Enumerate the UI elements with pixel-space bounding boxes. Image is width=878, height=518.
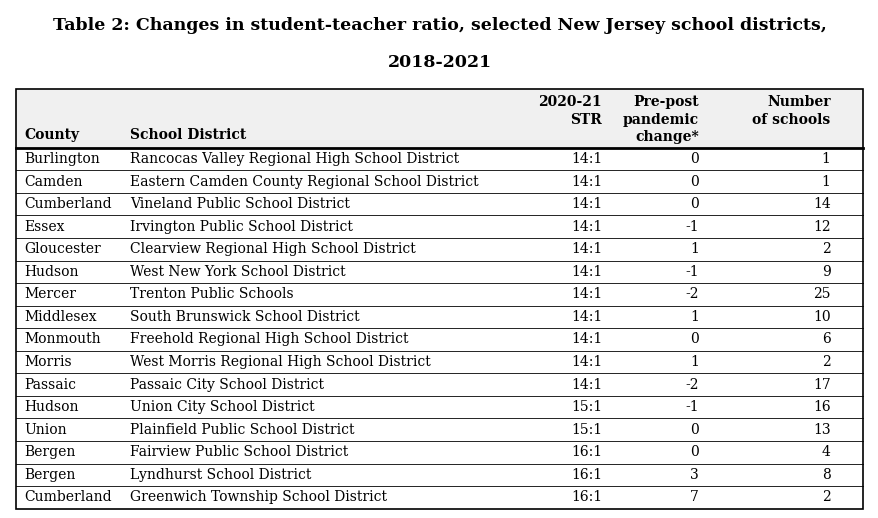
Text: 2: 2 bbox=[821, 355, 830, 369]
Text: 8: 8 bbox=[821, 468, 830, 482]
Text: 0: 0 bbox=[689, 197, 698, 211]
Text: 4: 4 bbox=[821, 445, 830, 459]
Text: 9: 9 bbox=[821, 265, 830, 279]
Text: Hudson: Hudson bbox=[25, 265, 79, 279]
Text: 14:1: 14:1 bbox=[570, 378, 601, 392]
Text: 2: 2 bbox=[821, 242, 830, 256]
Text: 12: 12 bbox=[812, 220, 830, 234]
Text: County: County bbox=[25, 127, 80, 141]
Text: 14:1: 14:1 bbox=[570, 152, 601, 166]
Text: 14:1: 14:1 bbox=[570, 287, 601, 301]
Text: West Morris Regional High School District: West Morris Regional High School Distric… bbox=[130, 355, 430, 369]
Text: 14:1: 14:1 bbox=[570, 220, 601, 234]
Text: 2018-2021: 2018-2021 bbox=[387, 54, 491, 71]
Text: 0: 0 bbox=[689, 445, 698, 459]
Text: Bergen: Bergen bbox=[25, 445, 76, 459]
Text: 16:1: 16:1 bbox=[571, 468, 601, 482]
Text: Middlesex: Middlesex bbox=[25, 310, 97, 324]
Text: 25: 25 bbox=[812, 287, 830, 301]
Text: 10: 10 bbox=[812, 310, 830, 324]
Text: 13: 13 bbox=[812, 423, 830, 437]
Text: School District: School District bbox=[130, 127, 246, 141]
Text: 16:1: 16:1 bbox=[571, 491, 601, 505]
Text: Union City School District: Union City School District bbox=[130, 400, 314, 414]
Text: Union: Union bbox=[25, 423, 67, 437]
Text: Rancocas Valley Regional High School District: Rancocas Valley Regional High School Dis… bbox=[130, 152, 458, 166]
Text: -2: -2 bbox=[685, 378, 698, 392]
Text: Cumberland: Cumberland bbox=[25, 491, 112, 505]
Text: 3: 3 bbox=[689, 468, 698, 482]
Text: Table 2: Changes in student-teacher ratio, selected New Jersey school districts,: Table 2: Changes in student-teacher rati… bbox=[53, 17, 825, 34]
Text: Vineland Public School District: Vineland Public School District bbox=[130, 197, 349, 211]
Text: Morris: Morris bbox=[25, 355, 72, 369]
Text: 15:1: 15:1 bbox=[571, 400, 601, 414]
Text: Number
of schools: Number of schools bbox=[752, 95, 830, 126]
Text: Fairview Public School District: Fairview Public School District bbox=[130, 445, 348, 459]
Text: Essex: Essex bbox=[25, 220, 65, 234]
Text: 16: 16 bbox=[812, 400, 830, 414]
Text: Clearview Regional High School District: Clearview Regional High School District bbox=[130, 242, 415, 256]
Text: 15:1: 15:1 bbox=[571, 423, 601, 437]
Text: Cumberland: Cumberland bbox=[25, 197, 112, 211]
Bar bbox=[16, 89, 862, 148]
Text: Greenwich Township School District: Greenwich Township School District bbox=[130, 491, 386, 505]
Text: -1: -1 bbox=[684, 400, 698, 414]
Text: 14:1: 14:1 bbox=[570, 242, 601, 256]
Text: 0: 0 bbox=[689, 152, 698, 166]
Text: Pre-post
pandemic
change*: Pre-post pandemic change* bbox=[622, 95, 698, 144]
Text: West New York School District: West New York School District bbox=[130, 265, 345, 279]
Text: 2: 2 bbox=[821, 491, 830, 505]
Text: Burlington: Burlington bbox=[25, 152, 100, 166]
Text: Passaic City School District: Passaic City School District bbox=[130, 378, 324, 392]
Text: 1: 1 bbox=[821, 152, 830, 166]
Text: 14:1: 14:1 bbox=[570, 197, 601, 211]
Text: -1: -1 bbox=[684, 220, 698, 234]
Text: Eastern Camden County Regional School District: Eastern Camden County Regional School Di… bbox=[130, 175, 479, 189]
Text: 7: 7 bbox=[689, 491, 698, 505]
Text: Passaic: Passaic bbox=[25, 378, 76, 392]
Text: 2020-21
STR: 2020-21 STR bbox=[538, 95, 601, 126]
Text: Lyndhurst School District: Lyndhurst School District bbox=[130, 468, 311, 482]
Text: Bergen: Bergen bbox=[25, 468, 76, 482]
Text: 0: 0 bbox=[689, 175, 698, 189]
Text: Freehold Regional High School District: Freehold Regional High School District bbox=[130, 333, 408, 347]
Text: Irvington Public School District: Irvington Public School District bbox=[130, 220, 353, 234]
Text: 14:1: 14:1 bbox=[570, 175, 601, 189]
Text: 0: 0 bbox=[689, 333, 698, 347]
Text: 14:1: 14:1 bbox=[570, 310, 601, 324]
Text: Mercer: Mercer bbox=[25, 287, 76, 301]
Text: 17: 17 bbox=[812, 378, 830, 392]
Text: 14:1: 14:1 bbox=[570, 265, 601, 279]
Text: 6: 6 bbox=[821, 333, 830, 347]
Text: -1: -1 bbox=[684, 265, 698, 279]
Text: 1: 1 bbox=[689, 242, 698, 256]
Text: 0: 0 bbox=[689, 423, 698, 437]
Text: South Brunswick School District: South Brunswick School District bbox=[130, 310, 359, 324]
Text: 1: 1 bbox=[689, 310, 698, 324]
Text: Gloucester: Gloucester bbox=[25, 242, 101, 256]
Text: Hudson: Hudson bbox=[25, 400, 79, 414]
Text: 14:1: 14:1 bbox=[570, 333, 601, 347]
Text: -2: -2 bbox=[685, 287, 698, 301]
Text: Camden: Camden bbox=[25, 175, 83, 189]
Text: 14:1: 14:1 bbox=[570, 355, 601, 369]
Text: 1: 1 bbox=[821, 175, 830, 189]
Text: 1: 1 bbox=[689, 355, 698, 369]
Text: Plainfield Public School District: Plainfield Public School District bbox=[130, 423, 354, 437]
Text: 16:1: 16:1 bbox=[571, 445, 601, 459]
Bar bbox=[16, 89, 862, 509]
Text: Trenton Public Schools: Trenton Public Schools bbox=[130, 287, 293, 301]
Text: 14: 14 bbox=[812, 197, 830, 211]
Text: Monmouth: Monmouth bbox=[25, 333, 101, 347]
